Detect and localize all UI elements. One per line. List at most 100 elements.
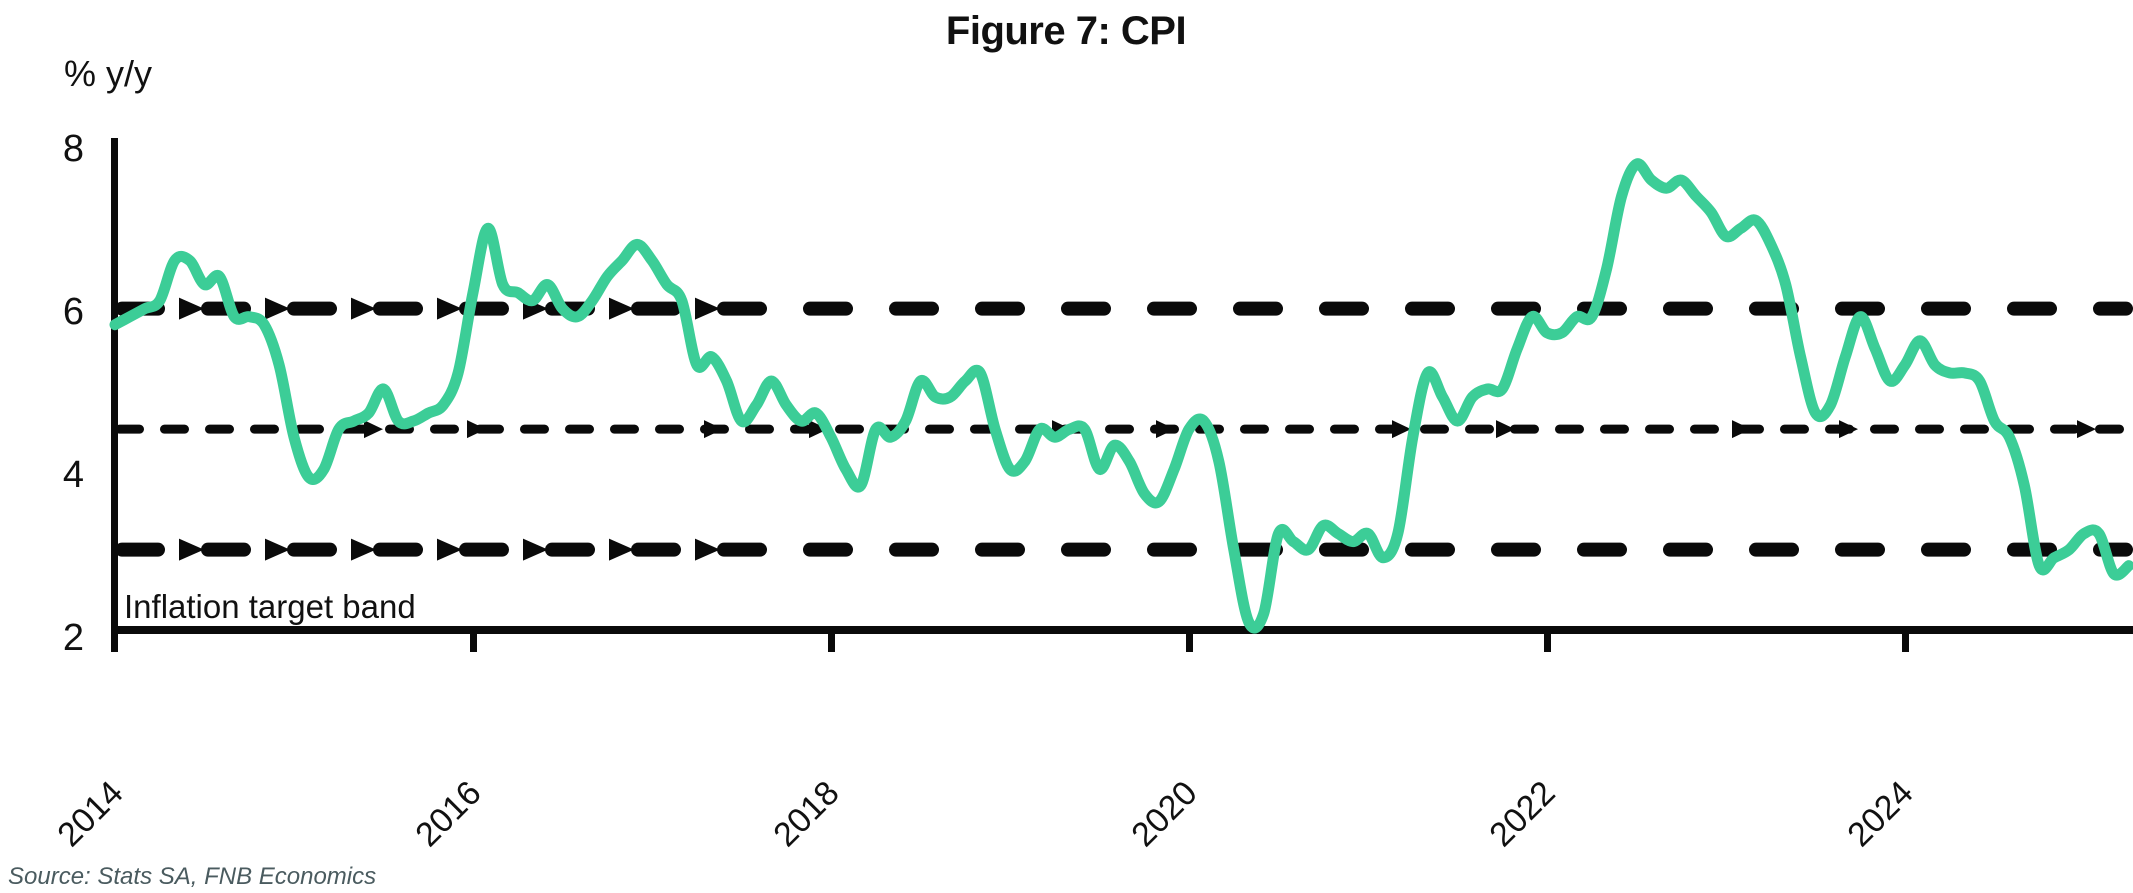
inflation-band-label: Inflation target band xyxy=(124,588,416,625)
marker-triangle-icon xyxy=(179,538,204,561)
inflation-target-band-lines xyxy=(115,297,2133,561)
dash xyxy=(2093,301,2133,316)
x-tick-2018 xyxy=(828,630,835,652)
dash xyxy=(1577,542,1627,557)
dash xyxy=(1749,542,1799,557)
cpi-line xyxy=(109,158,2133,634)
dash xyxy=(115,542,165,557)
marker-triangle-icon xyxy=(1392,420,1411,439)
dash xyxy=(610,424,639,434)
axes xyxy=(111,138,2133,652)
dash xyxy=(373,542,423,557)
x-tick-label-2016: 2016 xyxy=(408,774,488,854)
dash xyxy=(1491,542,1541,557)
dash xyxy=(889,301,939,316)
marker-triangle-icon xyxy=(1839,420,1858,439)
marker-triangle-icon xyxy=(364,420,383,439)
dash xyxy=(1405,301,1455,316)
dash xyxy=(1915,424,1944,434)
source-note: Source: Stats SA, FNB Economics xyxy=(8,863,376,890)
dash xyxy=(1835,542,1885,557)
dash xyxy=(459,542,509,557)
dash xyxy=(1835,301,1885,316)
dash xyxy=(1330,424,1359,434)
marker-triangle-icon xyxy=(695,538,720,561)
marker-triangle-icon xyxy=(179,297,204,320)
dash xyxy=(475,424,504,434)
dash xyxy=(717,301,767,316)
dash xyxy=(1510,424,1539,434)
dash xyxy=(1921,542,1971,557)
dash xyxy=(717,542,767,557)
target-line-6 xyxy=(115,297,2133,320)
x-tick-2020 xyxy=(1186,630,1193,652)
dash xyxy=(1105,424,1134,434)
dash xyxy=(1405,542,1455,557)
marker-triangle-icon xyxy=(437,297,462,320)
y-tick-label-6: 6 xyxy=(63,291,84,333)
dash xyxy=(745,424,774,434)
marker-triangle-icon xyxy=(809,420,828,439)
dash xyxy=(1240,424,1269,434)
dash xyxy=(520,424,549,434)
dash xyxy=(925,424,954,434)
marker-triangle-icon xyxy=(265,538,290,561)
target-line-3 xyxy=(115,538,2133,561)
x-tick-label-2024: 2024 xyxy=(1840,774,1920,854)
dash xyxy=(115,424,144,434)
dash xyxy=(1465,424,1494,434)
dash xyxy=(975,542,1025,557)
dash xyxy=(295,424,324,434)
dash xyxy=(1061,301,1111,316)
dash xyxy=(1285,424,1314,434)
x-tick-label-2018: 2018 xyxy=(766,774,846,854)
marker-triangle-icon xyxy=(1732,420,1751,439)
dash xyxy=(373,301,423,316)
dash xyxy=(803,542,853,557)
dash xyxy=(250,424,279,434)
dash xyxy=(1663,301,1713,316)
dash xyxy=(1319,301,1369,316)
marker-triangle-icon xyxy=(265,297,290,320)
dash xyxy=(430,424,459,434)
y-tick-label-2: 2 xyxy=(63,617,84,659)
dash xyxy=(205,424,234,434)
marker-triangle-icon xyxy=(609,538,634,561)
marker-triangle-icon xyxy=(467,420,486,439)
chart-title: Figure 7: CPI xyxy=(946,9,1186,53)
dash xyxy=(1147,301,1197,316)
marker-triangle-icon xyxy=(351,538,376,561)
dash xyxy=(889,542,939,557)
dash xyxy=(565,424,594,434)
dash xyxy=(1780,424,1809,434)
cpi-series xyxy=(109,158,2133,634)
dash xyxy=(631,301,681,316)
dash xyxy=(655,424,684,434)
x-tick-2022 xyxy=(1544,630,1551,652)
marker-triangle-icon xyxy=(2077,420,2096,439)
x-tick-label-2022: 2022 xyxy=(1482,774,1562,854)
marker-triangle-icon xyxy=(609,297,634,320)
dash xyxy=(1555,424,1584,434)
x-tick-label-2014: 2014 xyxy=(50,774,130,854)
target-line-4.5 xyxy=(115,420,2124,439)
dash xyxy=(1600,424,1629,434)
dash xyxy=(1147,542,1197,557)
marker-triangle-icon xyxy=(351,297,376,320)
y-axis-unit-label: % y/y xyxy=(64,53,152,94)
marker-triangle-icon xyxy=(523,538,548,561)
y-tick-label-8: 8 xyxy=(63,128,84,170)
dash xyxy=(631,542,681,557)
x-tick-2024 xyxy=(1902,630,1909,652)
dash xyxy=(201,542,251,557)
dash xyxy=(1690,424,1719,434)
x-tick-label-2020: 2020 xyxy=(1124,774,1204,854)
dash xyxy=(2007,301,2057,316)
dash xyxy=(1921,301,1971,316)
dash xyxy=(2050,424,2079,434)
x-axis-line xyxy=(111,626,2133,634)
dash xyxy=(835,424,864,434)
y-tick-label-4: 4 xyxy=(63,454,84,496)
